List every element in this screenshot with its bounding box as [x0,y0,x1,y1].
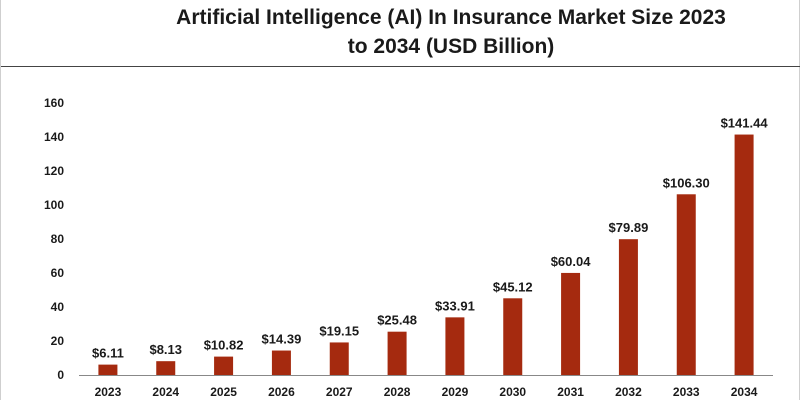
x-tick-label: 2027 [326,385,353,399]
x-axis-ticks: 2023 2024 2025 2026 2027 2028 2029 2030 2031 2032… [95,385,758,399]
y-tick-label: 60 [51,266,65,280]
data-label-2031: $60.04 [551,254,592,269]
data-label-2028: $25.48 [377,313,417,328]
x-tick-label: 2029 [442,385,469,399]
y-tick-label: 120 [44,164,64,178]
data-label-2025: $10.82 [204,338,244,353]
bar-2026 [271,350,291,375]
data-labels: $6.11 $8.13 $10.82 $14.39 $19.15 $25.48 $33.91… [92,116,768,361]
bar-2031 [561,272,581,375]
bar-2028 [387,331,407,375]
y-tick-label: 20 [51,334,65,348]
bar-2029 [445,317,465,375]
data-label-2029: $33.91 [435,298,475,313]
bars [98,134,754,375]
bar-2027 [329,342,349,375]
y-tick-label: 0 [57,368,64,382]
title-divider [1,66,800,67]
chart-title-line-2: to 2034 (USD Billion) [347,35,555,58]
y-axis-ticks: 0 20 40 60 80 100 120 140 160 [44,96,64,382]
bar-2032 [618,239,638,375]
y-tick-label: 40 [51,300,65,314]
bar-2030 [503,298,523,375]
data-label-2030: $45.12 [493,279,533,294]
data-label-2027: $19.15 [319,323,359,338]
bar-2023 [98,364,118,375]
x-tick-label: 2024 [152,385,179,399]
bar-2034 [734,134,754,375]
y-tick-label: 80 [51,232,65,246]
x-tick-label: 2023 [95,385,122,399]
y-tick-label: 140 [44,130,64,144]
x-tick-label: 2028 [384,385,411,399]
bar-2025 [214,356,234,375]
data-label-2023: $6.11 [92,346,124,361]
x-tick-label: 2025 [210,385,237,399]
data-label-2032: $79.89 [609,220,649,235]
x-tick-label: 2031 [557,385,584,399]
x-tick-label: 2034 [731,385,758,399]
bar-2033 [676,194,696,375]
data-label-2024: $8.13 [149,342,182,357]
chart-title: Artificial Intelligence (AI) In Insuranc… [1,0,800,66]
chart-title-line-1: Artificial Intelligence (AI) In Insuranc… [176,6,726,29]
x-tick-label: 2030 [499,385,526,399]
x-tick-label: 2026 [268,385,295,399]
y-tick-label: 160 [44,96,64,110]
data-label-2034: $141.44 [721,116,769,131]
x-tick-label: 2032 [615,385,642,399]
x-tick-label: 2033 [673,385,700,399]
bar-2024 [156,361,176,375]
data-label-2033: $106.30 [663,175,710,190]
data-label-2026: $14.39 [262,332,302,347]
y-tick-label: 100 [44,198,64,212]
